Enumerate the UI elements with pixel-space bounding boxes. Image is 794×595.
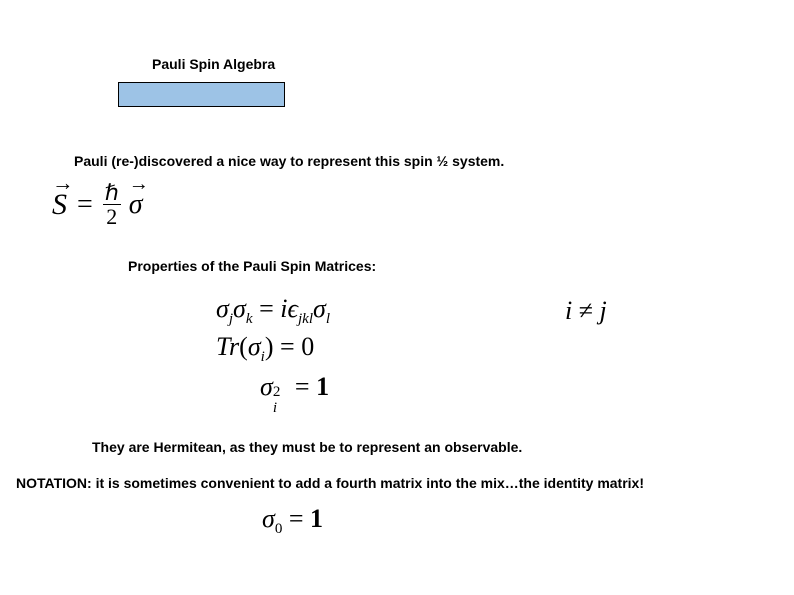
subscript-jkl: jkl [298, 311, 313, 327]
fraction-denominator: 2 [103, 205, 121, 228]
symbol-S-vector: S [52, 188, 67, 222]
title-underline-bar [118, 82, 285, 107]
subscript-k: k [246, 311, 253, 327]
fraction-numerator: ℏ [103, 182, 121, 205]
identity-one: 1 [310, 504, 323, 533]
sigma-l: σ [313, 294, 326, 323]
fraction-hbar-over-2: ℏ 2 [103, 182, 121, 228]
levi-civita: ϵ [287, 294, 297, 323]
paren-open: ( [239, 332, 248, 361]
equation-spin-definition: S = ℏ 2 σ [52, 182, 143, 228]
sigma: σ [248, 332, 261, 361]
equals-sign: = [282, 504, 310, 533]
not-equal-sign: ≠ [572, 296, 599, 325]
intro-text: Pauli (re-)discovered a nice way to repr… [74, 153, 504, 169]
equals-sign: = [274, 332, 302, 361]
equation-trace: Tr(σi) = 0 [216, 332, 314, 366]
equals-sign: = [71, 189, 99, 220]
equals-sign: = [288, 372, 316, 401]
notation-text: NOTATION: it is sometimes convenient to … [16, 475, 644, 491]
equation-square: σ2i = 1 [260, 372, 329, 402]
page-title: Pauli Spin Algebra [152, 56, 275, 72]
sigma: σ [262, 504, 275, 533]
identity-one: 1 [316, 372, 329, 401]
trace-op: Tr [216, 332, 239, 361]
subscript-l: l [326, 311, 330, 327]
symbol-sigma-vector: σ [129, 189, 143, 221]
hermitean-text: They are Hermitean, as they must be to r… [92, 439, 522, 455]
properties-heading: Properties of the Pauli Spin Matrices: [128, 258, 376, 274]
sigma: σ [260, 372, 273, 401]
equation-commutator: σjσk = iϵjklσl [216, 294, 330, 328]
sigma-j: σ [216, 294, 229, 323]
sigma-k: σ [233, 294, 246, 323]
equation-condition: i ≠ j [565, 296, 607, 326]
zero: 0 [301, 332, 314, 361]
paren-close: ) [265, 332, 274, 361]
equals-sign: = [253, 294, 281, 323]
index-j: j [600, 296, 607, 325]
equation-identity: σ0 = 1 [262, 504, 323, 538]
